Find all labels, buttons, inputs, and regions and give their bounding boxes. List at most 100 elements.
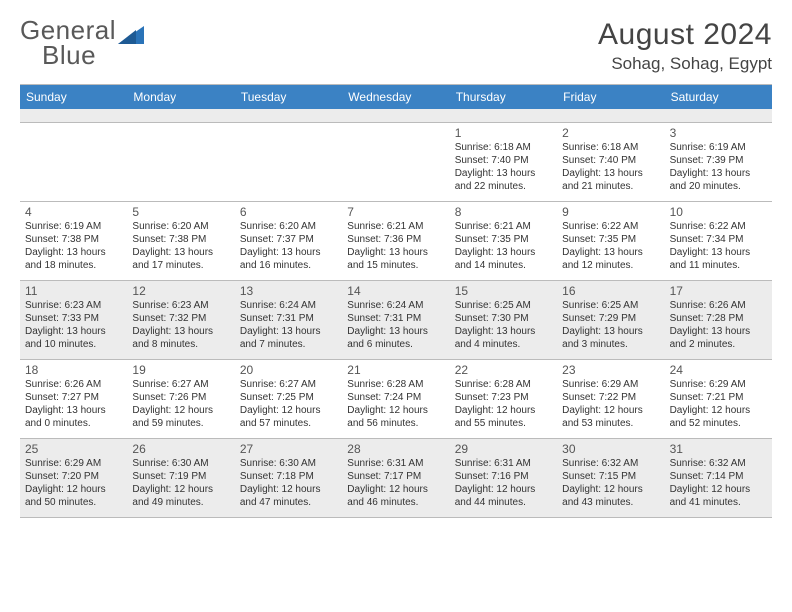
week-row: 11Sunrise: 6:23 AMSunset: 7:33 PMDayligh… (20, 281, 772, 360)
day-cell: 15Sunrise: 6:25 AMSunset: 7:30 PMDayligh… (450, 281, 557, 359)
sunrise-text: Sunrise: 6:29 AM (562, 379, 659, 392)
day-number: 30 (562, 442, 659, 457)
sunset-text: Sunset: 7:17 PM (347, 471, 444, 484)
day-cell: 12Sunrise: 6:23 AMSunset: 7:32 PMDayligh… (127, 281, 234, 359)
day-number: 23 (562, 363, 659, 378)
sunset-text: Sunset: 7:40 PM (562, 155, 659, 168)
daylight-text: Daylight: 12 hours and 53 minutes. (562, 405, 659, 431)
day-number: 2 (562, 126, 659, 141)
sunrise-text: Sunrise: 6:19 AM (25, 221, 122, 234)
day-cell: 9Sunrise: 6:22 AMSunset: 7:35 PMDaylight… (557, 202, 664, 280)
day-cell: 25Sunrise: 6:29 AMSunset: 7:20 PMDayligh… (20, 439, 127, 517)
week-row: 18Sunrise: 6:26 AMSunset: 7:27 PMDayligh… (20, 360, 772, 439)
sunrise-text: Sunrise: 6:31 AM (455, 458, 552, 471)
sunrise-text: Sunrise: 6:28 AM (455, 379, 552, 392)
weeks-container: 1Sunrise: 6:18 AMSunset: 7:40 PMDaylight… (20, 123, 772, 518)
day-cell: 30Sunrise: 6:32 AMSunset: 7:15 PMDayligh… (557, 439, 664, 517)
sunrise-text: Sunrise: 6:23 AM (25, 300, 122, 313)
daylight-text: Daylight: 12 hours and 56 minutes. (347, 405, 444, 431)
sunrise-text: Sunrise: 6:27 AM (132, 379, 229, 392)
sunset-text: Sunset: 7:18 PM (240, 471, 337, 484)
daylight-text: Daylight: 13 hours and 14 minutes. (455, 247, 552, 273)
day-number: 1 (455, 126, 552, 141)
daylight-text: Daylight: 13 hours and 8 minutes. (132, 326, 229, 352)
sunrise-text: Sunrise: 6:21 AM (455, 221, 552, 234)
day-number: 4 (25, 205, 122, 220)
daylight-text: Daylight: 13 hours and 0 minutes. (25, 405, 122, 431)
day-number: 9 (562, 205, 659, 220)
day-number: 20 (240, 363, 337, 378)
daylight-text: Daylight: 13 hours and 3 minutes. (562, 326, 659, 352)
day-cell: 3Sunrise: 6:19 AMSunset: 7:39 PMDaylight… (665, 123, 772, 201)
day-cell: 31Sunrise: 6:32 AMSunset: 7:14 PMDayligh… (665, 439, 772, 517)
day-cell: 29Sunrise: 6:31 AMSunset: 7:16 PMDayligh… (450, 439, 557, 517)
sunrise-text: Sunrise: 6:21 AM (347, 221, 444, 234)
day-cell: 13Sunrise: 6:24 AMSunset: 7:31 PMDayligh… (235, 281, 342, 359)
sunrise-text: Sunrise: 6:27 AM (240, 379, 337, 392)
day-number: 24 (670, 363, 767, 378)
sunset-text: Sunset: 7:25 PM (240, 392, 337, 405)
daylight-text: Daylight: 13 hours and 21 minutes. (562, 168, 659, 194)
brand-word-blue: Blue (20, 43, 116, 68)
daylight-text: Daylight: 13 hours and 15 minutes. (347, 247, 444, 273)
weekday-label: Monday (127, 85, 234, 109)
sunrise-text: Sunrise: 6:22 AM (562, 221, 659, 234)
daylight-text: Daylight: 13 hours and 7 minutes. (240, 326, 337, 352)
daylight-text: Daylight: 13 hours and 12 minutes. (562, 247, 659, 273)
week-row: 4Sunrise: 6:19 AM Sunset: 7:38 PM Daylight… (20, 202, 772, 281)
weekday-label: Sunday (20, 85, 127, 109)
daylight-text: Daylight: 13 hours and 6 minutes. (347, 326, 444, 352)
day-number: 27 (240, 442, 337, 457)
sunset-text: Sunset: 7:21 PM (670, 392, 767, 405)
week-row: 1Sunrise: 6:18 AMSunset: 7:40 PMDaylight… (20, 123, 772, 202)
daylight-text: Daylight: 12 hours and 57 minutes. (240, 405, 337, 431)
sunrise-text: Sunrise: 6:30 AM (240, 458, 337, 471)
sunrise-text: Sunrise: 6:25 AM (562, 300, 659, 313)
brand-triangle-icon (118, 22, 144, 44)
location-label: Sohag, Sohag, Egypt (598, 54, 772, 74)
sunrise-text: Sunrise: 6:22 AM (670, 221, 767, 234)
daylight-text: Daylight: 12 hours and 52 minutes. (670, 405, 767, 431)
title-block: August 2024 Sohag, Sohag, Egypt (598, 18, 772, 74)
day-cell: 4Sunrise: 6:19 AMSunset: 7:38 PMDaylight… (20, 202, 127, 280)
sunrise-text: Sunrise: 6:24 AM (240, 300, 337, 313)
day-cell: 2Sunrise: 6:18 AMSunset: 7:40 PMDaylight… (557, 123, 664, 201)
day-number: 15 (455, 284, 552, 299)
sunset-text: Sunset: 7:34 PM (670, 234, 767, 247)
weekday-label: Saturday (665, 85, 772, 109)
day-number: 12 (132, 284, 229, 299)
daylight-text: Daylight: 12 hours and 50 minutes. (25, 484, 122, 510)
sunset-text: Sunset: 7:39 PM (670, 155, 767, 168)
day-cell: 10Sunrise: 6:22 AMSunset: 7:34 PMDayligh… (665, 202, 772, 280)
sunrise-text: Sunrise: 6:29 AM (25, 458, 122, 471)
weekday-label: Wednesday (342, 85, 449, 109)
day-number: 28 (347, 442, 444, 457)
brand-word-general: General (20, 18, 116, 43)
sunrise-text: Sunrise: 6:28 AM (347, 379, 444, 392)
day-cell: 24Sunrise: 6:29 AMSunset: 7:21 PMDayligh… (665, 360, 772, 438)
day-number: 31 (670, 442, 767, 457)
sunrise-text: Sunrise: 6:20 AM (240, 221, 337, 234)
daylight-text: Daylight: 12 hours and 43 minutes. (562, 484, 659, 510)
day-cell: 20Sunrise: 6:27 AMSunset: 7:25 PMDayligh… (235, 360, 342, 438)
day-cell: 1Sunrise: 6:18 AMSunset: 7:40 PMDaylight… (450, 123, 557, 201)
day-cell: 18Sunrise: 6:26 AMSunset: 7:27 PMDayligh… (20, 360, 127, 438)
day-cell-empty (342, 123, 449, 201)
day-number: 3 (670, 126, 767, 141)
sunrise-text: Sunrise: 6:26 AM (670, 300, 767, 313)
daylight-text: Daylight: 12 hours and 49 minutes. (132, 484, 229, 510)
header-spacer (20, 109, 772, 123)
sunset-text: Sunset: 7:30 PM (455, 313, 552, 326)
sunset-text: Sunset: 7:38 PM (132, 234, 229, 247)
day-number: 7 (347, 205, 444, 220)
daylight-text: Daylight: 13 hours and 4 minutes. (455, 326, 552, 352)
day-cell: 8Sunrise: 6:21 AMSunset: 7:35 PMDaylight… (450, 202, 557, 280)
daylight-text: Daylight: 12 hours and 41 minutes. (670, 484, 767, 510)
day-cell: 23Sunrise: 6:29 AMSunset: 7:22 PMDayligh… (557, 360, 664, 438)
sunset-text: Sunset: 7:36 PM (347, 234, 444, 247)
daylight-text: Daylight: 13 hours and 11 minutes. (670, 247, 767, 273)
week-row: 25Sunrise: 6:29 AMSunset: 7:20 PMDayligh… (20, 439, 772, 518)
day-cell: 17Sunrise: 6:26 AMSunset: 7:28 PMDayligh… (665, 281, 772, 359)
calendar: SundayMondayTuesdayWednesdayThursdayFrid… (20, 84, 772, 518)
weekday-header-row: SundayMondayTuesdayWednesdayThursdayFrid… (20, 85, 772, 109)
